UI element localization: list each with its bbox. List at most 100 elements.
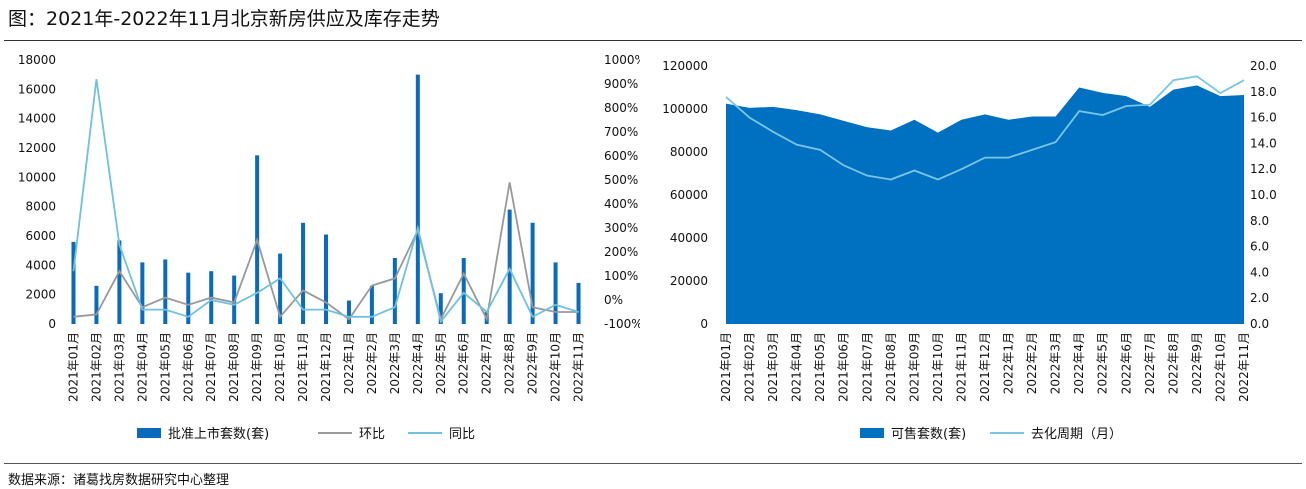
x-tick-label: 2021年03月 [112, 332, 126, 402]
x-tick-label: 2021年12月 [978, 332, 992, 402]
x-tick-label: 2021年06月 [181, 332, 195, 402]
x-tick-label: 2022年3月 [1049, 332, 1063, 394]
legend-swatch-bar [137, 428, 161, 438]
legend-label-area: 可售套数(套) [891, 426, 966, 442]
x-tick-label: 2021年11月 [296, 332, 310, 402]
bar [186, 272, 191, 324]
x-tick-label: 2022年11月 [572, 332, 586, 402]
cycle-line [725, 75, 1245, 181]
x-tick-label: 2021年12月 [319, 332, 333, 402]
x-tick-label: 2022年6月 [457, 332, 471, 394]
y-left-tick-label: 40000 [670, 231, 708, 245]
x-tick-label: 2022年4月 [411, 332, 425, 394]
y-left-tick-label: 120000 [662, 59, 708, 73]
supply-chart: 0 2000 4000 6000 8000 10000 12000 14000 16000 180… [18, 53, 640, 442]
x-tick-label: 2021年08月 [884, 332, 898, 402]
tb-line [72, 79, 579, 324]
x-tick-label: 2021年02月 [89, 332, 103, 402]
y-right-tick-label: 8.0 [1250, 214, 1269, 228]
legend-label-hb: 环比 [359, 427, 385, 442]
x-tick-label: 2021年08月 [227, 332, 241, 402]
x-tick-label: 2021年03月 [766, 332, 780, 402]
x-tick-label: 2022年5月 [1096, 332, 1110, 394]
y-right-tick-label: -100% [604, 317, 640, 331]
y-left-tick-label: 80000 [670, 145, 708, 159]
y-left-tick-label: 4000 [25, 258, 56, 272]
y-left-tick-label: 6000 [25, 229, 56, 243]
x-tick-label: 2022年7月 [1143, 332, 1157, 394]
x-tick-label: 2021年07月 [204, 332, 218, 402]
y-left-tick-label: 16000 [18, 82, 56, 96]
y-right-tick-label: 14.0 [1250, 136, 1277, 150]
bar [576, 282, 581, 324]
y-left-tick-label: 0 [700, 317, 708, 331]
legend-label-tb: 同比 [449, 427, 475, 442]
y-left-tick-label: 100000 [662, 102, 708, 116]
bar [278, 253, 283, 324]
x-tick-label: 2022年8月 [1166, 332, 1180, 394]
y-right-tick-label: 10.0 [1250, 188, 1277, 202]
x-tick-label: 2022年2月 [365, 332, 379, 394]
page-title: 图：2021年-2022年11月北京新房供应及库存走势 [8, 8, 440, 30]
y-right-tick-label: 0.0 [1250, 317, 1269, 331]
bar [507, 209, 512, 324]
y-left-tick-label: 60000 [670, 188, 708, 202]
x-tick-label: 2022年2月 [1025, 332, 1039, 394]
y-right-tick-label: 700% [604, 125, 638, 139]
x-tick-label: 2022年1月 [342, 332, 356, 394]
x-tick-label: 2021年10月 [931, 332, 945, 402]
bar [163, 259, 168, 324]
y-right-tick-label: 12.0 [1250, 162, 1277, 176]
legend: 可售套数(套) 去化周期（月） [860, 426, 1122, 442]
x-tick-label: 2021年07月 [860, 332, 874, 402]
inventory-area [726, 85, 1244, 324]
x-tick-label: 2022年11月 [1237, 332, 1251, 402]
y-left-tick-label: 2000 [25, 288, 56, 302]
y-right-tick-label: 500% [604, 173, 638, 187]
y-left-tick-label: 14000 [18, 112, 56, 126]
y-right-tick-label: 400% [604, 197, 638, 211]
y-left-tick-label: 12000 [18, 141, 56, 155]
y-right-tick-label: 900% [604, 77, 638, 91]
bar [461, 258, 466, 324]
x-tick-label: 2022年10月 [549, 332, 563, 402]
x-tick-label: 2022年7月 [480, 332, 494, 394]
x-tick-label: 2022年10月 [1213, 332, 1227, 402]
footer-divider [4, 463, 1302, 464]
y-right-tick-label: 2.0 [1250, 291, 1269, 305]
x-tick-label: 2021年01月 [66, 332, 80, 402]
bar [530, 222, 535, 324]
hb-line [73, 182, 579, 323]
y-left-tick-label: 10000 [18, 170, 56, 184]
bar [301, 222, 306, 324]
bar [415, 74, 420, 325]
legend-label-cycle: 去化周期（月） [1031, 427, 1122, 442]
x-tick-label: 2021年05月 [813, 332, 827, 402]
y-right-tick-label: 18.0 [1250, 85, 1277, 99]
y-right-tick-label: 1000% [604, 53, 640, 67]
y-left-tick-label: 20000 [670, 274, 708, 288]
legend: 批准上市套数(套) 环比 同比 [137, 426, 475, 442]
bar [392, 258, 397, 324]
x-tick-label: 2021年09月 [250, 332, 264, 402]
x-tick-label: 2022年9月 [1190, 332, 1204, 394]
bar [553, 262, 558, 324]
bar [369, 285, 374, 324]
y-right-tick-label: 16.0 [1250, 111, 1277, 125]
y-right-tick-label: 20.0 [1250, 59, 1277, 73]
y-left-tick-label: 8000 [25, 200, 56, 214]
bar [94, 285, 99, 324]
x-tick-label: 2022年1月 [1002, 332, 1016, 394]
y-right-tick-label: 600% [604, 149, 638, 163]
y-right-tick-label: 0% [604, 293, 623, 307]
x-tick-label: 2021年01月 [719, 332, 733, 402]
y-right-tick-label: 6.0 [1250, 240, 1269, 254]
x-tick-label: 2022年5月 [434, 332, 448, 394]
bar [346, 300, 351, 324]
x-tick-label: 2021年06月 [837, 332, 851, 402]
y-left-tick-label: 18000 [18, 53, 56, 67]
bar [438, 293, 443, 324]
x-tick-label: 2021年05月 [158, 332, 172, 402]
bar [324, 234, 328, 324]
legend-swatch-area [860, 428, 884, 438]
